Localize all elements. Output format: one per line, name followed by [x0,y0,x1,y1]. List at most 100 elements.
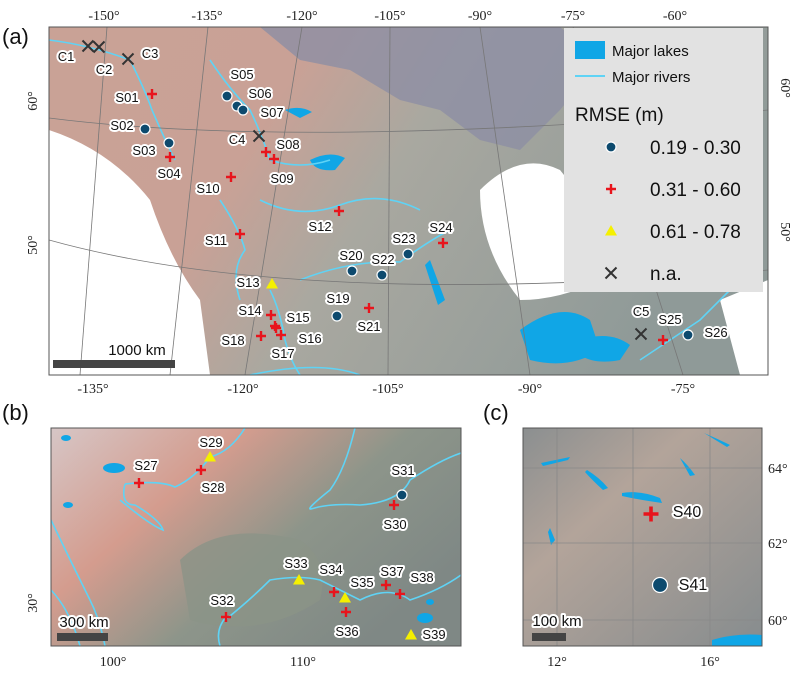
station-label: S03 [132,143,155,158]
station-marker-s38 [395,589,405,599]
station-marker-s16 [276,330,286,340]
station-marker-c3 [121,52,135,66]
station-label: S15 [286,310,309,325]
station-marker-s14 [266,310,276,320]
circle-legend-icon [605,141,617,153]
panel-a-top-ticks: -150° -135° -120° -105° -90° -75° -60° [88,9,687,24]
station-label: S21 [357,319,380,334]
tick-label: -135° [191,9,222,24]
panel-b-label: (b) [2,400,29,425]
station-marker-s21 [364,303,374,313]
station-marker-s04 [165,152,175,162]
station-label: C5 [633,304,650,319]
station-label: S30 [383,517,406,532]
station-marker-c2 [92,40,106,54]
station-marker-s26 [682,329,694,341]
lake-swatch [575,41,605,59]
station-label: S13 [236,275,259,290]
tick-label: 50° [777,222,792,242]
station-label: S09 [270,171,293,186]
triangle-legend-icon [605,225,617,236]
legend-item-label: 0.31 - 0.60 [650,180,741,201]
x-legend-icon [604,266,618,280]
station-marker-s17 [271,323,281,333]
tick-label: -60° [663,9,687,24]
station-marker-s41 [651,576,669,594]
station-label: S33 [284,556,307,571]
tick-label: 30° [26,593,41,613]
station-label: S28 [201,480,224,495]
terrain-background [523,428,762,646]
station-marker-s22 [376,269,388,281]
tick-label: -120° [227,382,258,397]
station-label: S27 [134,458,157,473]
station-marker-s32 [221,612,231,622]
station-marker-s37 [381,580,391,590]
legend-item-label: n.a. [650,264,682,285]
tick-label: 50° [26,235,41,255]
sichuan-basin [180,533,323,627]
station-label: S29 [199,435,222,450]
panel-b-frame [50,427,462,647]
station-marker-s35 [339,592,351,603]
tick-label: -105° [372,382,403,397]
panel-a-label: (a) [2,24,29,49]
station-marker-s30 [389,500,399,510]
station-label: S40 [673,504,702,521]
scale-bar-label: 100 km [532,613,581,630]
major-lakes [285,107,630,364]
station-marker-s19 [331,310,343,322]
station-marker-s40 [643,506,659,522]
station-label: C1 [58,49,75,64]
tick-label: 16° [700,655,720,670]
station-label: S10 [196,181,219,196]
station-label: S39 [422,627,445,642]
tick-label: 100° [100,655,127,670]
station-label: S06 [248,86,271,101]
scale-bar [57,633,108,641]
station-marker-s27 [134,478,144,488]
graticule [523,428,762,646]
station-label: S31 [391,463,414,478]
legend-lakes: Major lakes [612,43,689,60]
tick-label: -90° [468,9,492,24]
station-marker-s39 [405,629,417,640]
station-marker-s24 [438,238,448,248]
station-label: S22 [371,252,394,267]
tick-label: 64° [768,462,788,477]
tick-label: -90° [518,382,542,397]
station-label: S19 [326,291,349,306]
panel-a-frame [48,26,769,376]
panel-c: (c) 12° 16° 64° 62° 60° 100 km S40 S41 [483,400,788,670]
station-label: S32 [210,593,233,608]
tick-label: -75° [671,382,695,397]
tick-label: -105° [374,9,405,24]
scale-bar [532,633,566,641]
atlantic-ocean [720,280,768,375]
station-label: S01 [115,90,138,105]
scale-bar-label: 300 km [59,614,108,631]
station-label: S12 [308,219,331,234]
station-label: S18 [221,333,244,348]
tick-label: -150° [88,9,119,24]
station-label: S17 [271,346,294,361]
station-label: S20 [339,248,362,263]
station-label: S08 [276,137,299,152]
station-marker-s33 [293,574,305,585]
station-label: S34 [319,562,342,577]
tick-label: 12° [547,655,567,670]
legend-rivers: Major rivers [612,69,690,86]
station-label: S41 [679,577,708,594]
tick-label: 62° [768,537,788,552]
station-marker-s01 [147,89,157,99]
scale-bar-label: 1000 km [108,342,166,359]
legend-box [564,28,763,292]
station-marker-c5 [634,327,648,341]
station-label: S16 [298,331,321,346]
station-label: S23 [392,231,415,246]
scale-bar [53,360,175,368]
station-marker-s20 [346,265,358,277]
station-label: S38 [410,570,433,585]
